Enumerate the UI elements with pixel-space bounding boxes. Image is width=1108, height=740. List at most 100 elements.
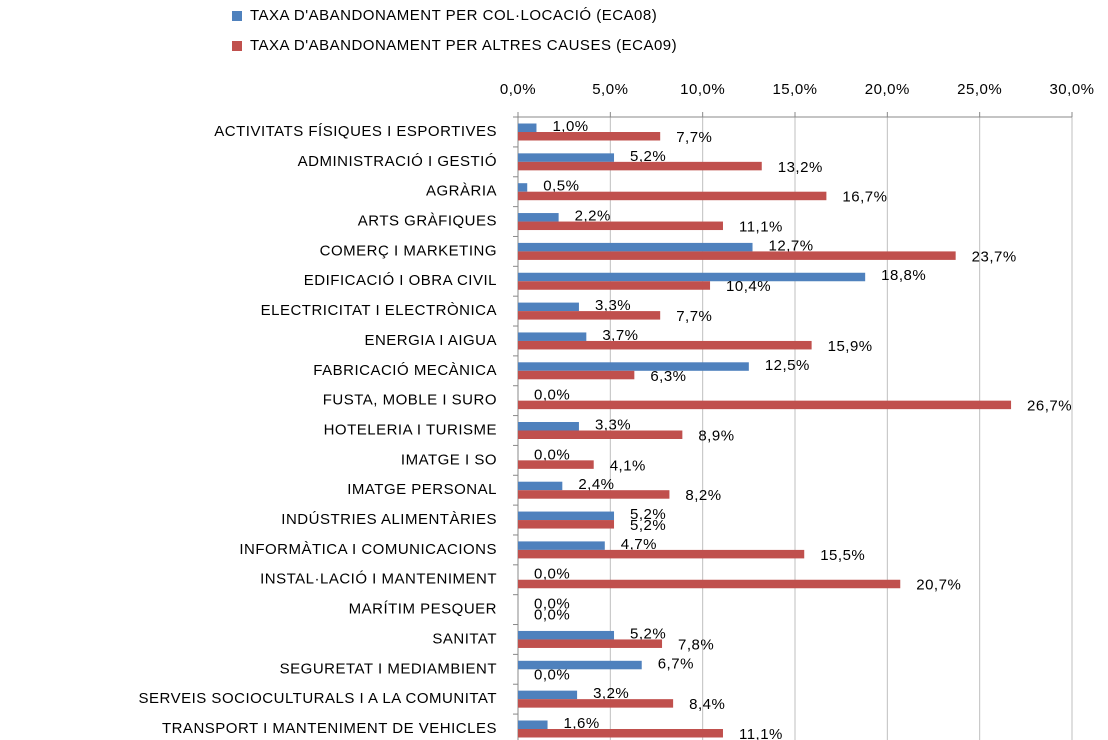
value-label: 13,2%	[778, 159, 823, 176]
category-label: EDIFICACIÓ I OBRA CIVIL	[304, 272, 497, 289]
bar	[518, 281, 711, 290]
bar	[518, 311, 661, 320]
bar	[518, 699, 674, 708]
value-label: 5,2%	[630, 517, 666, 534]
category-label: IMATGE PERSONAL	[347, 481, 497, 498]
x-tick-label: 5,0%	[592, 81, 628, 98]
bar	[518, 720, 548, 729]
value-label: 0,0%	[534, 596, 570, 613]
bar	[518, 242, 753, 252]
legend-swatch	[232, 41, 242, 51]
value-label: 20,7%	[916, 577, 961, 594]
value-label: 2,2%	[575, 208, 611, 225]
value-label: 1,6%	[564, 715, 600, 732]
category-label: SANITAT	[432, 630, 497, 647]
value-label: 4,7%	[621, 536, 657, 553]
category-label: IMATGE I SO	[401, 451, 497, 468]
bar	[518, 340, 812, 350]
value-label: 15,5%	[820, 547, 865, 564]
bar	[518, 430, 683, 439]
bar	[518, 123, 537, 132]
legend-swatch	[232, 11, 242, 21]
value-label: 0,0%	[534, 566, 570, 583]
value-label: 26,7%	[1027, 398, 1072, 415]
bar	[518, 520, 615, 529]
value-label: 16,7%	[842, 189, 887, 206]
bar	[518, 422, 579, 431]
bar	[518, 183, 528, 192]
bar	[518, 132, 661, 141]
value-label: 4,1%	[610, 457, 646, 474]
bar	[518, 302, 579, 312]
category-label: MARÍTIM PESQUER	[349, 601, 497, 618]
bar	[518, 332, 587, 341]
bar	[518, 362, 749, 371]
bar	[518, 191, 827, 201]
bar	[518, 541, 605, 550]
legend-label: TAXA D'ABANDONAMENT PER COL·LOCACIÓ (ECA…	[250, 7, 657, 24]
value-label: 3,3%	[595, 297, 631, 314]
category-label: ACTIVITATS FÍSIQUES I ESPORTIVES	[214, 123, 497, 140]
x-tick-label: 20,0%	[865, 81, 910, 98]
value-label: 0,0%	[534, 446, 570, 463]
bar	[518, 251, 956, 260]
bar	[518, 481, 563, 491]
value-label: 2,4%	[578, 476, 614, 493]
x-tick-label: 0,0%	[500, 81, 536, 98]
category-label: INDÚSTRIES ALIMENTÀRIES	[281, 511, 497, 528]
value-label: 3,2%	[593, 685, 629, 702]
value-label: 11,1%	[739, 726, 783, 740]
bar	[518, 660, 642, 670]
value-label: 8,4%	[689, 696, 725, 713]
bar	[518, 690, 578, 700]
bar	[518, 511, 615, 521]
category-label: ARTS GRÀFIQUES	[358, 213, 497, 230]
value-label: 7,8%	[678, 636, 714, 653]
bar	[518, 400, 1012, 410]
value-label: 1,0%	[552, 118, 588, 135]
value-label: 5,2%	[630, 625, 666, 642]
bar	[518, 153, 615, 162]
value-label: 0,0%	[534, 666, 570, 683]
value-label: 12,5%	[765, 357, 810, 374]
value-label: 6,7%	[658, 655, 694, 672]
value-label: 18,8%	[881, 267, 926, 284]
value-label: 8,9%	[698, 427, 734, 444]
x-tick-label: 25,0%	[957, 81, 1002, 98]
value-label: 7,7%	[676, 129, 712, 146]
legend-label: TAXA D'ABANDONAMENT PER ALTRES CAUSES (E…	[250, 37, 677, 54]
bar	[518, 221, 723, 231]
category-label: SEGURETAT I MEDIAMBIENT	[280, 660, 497, 677]
value-label: 3,3%	[595, 416, 631, 433]
value-label: 0,0%	[534, 607, 570, 624]
value-label: 8,2%	[685, 487, 721, 504]
category-label: COMERÇ I MARKETING	[320, 242, 497, 259]
category-label: ADMINISTRACIÓ I GESTIÓ	[298, 153, 497, 170]
value-label: 10,4%	[726, 278, 771, 295]
value-label: 7,7%	[676, 308, 712, 325]
category-label: INFORMÀTICA I COMUNICACIONS	[239, 541, 497, 558]
bar	[518, 630, 615, 640]
value-label: 23,7%	[972, 248, 1017, 265]
value-label: 12,7%	[769, 237, 814, 254]
value-label: 0,0%	[534, 387, 570, 404]
x-tick-label: 30,0%	[1049, 81, 1094, 98]
category-label: ELECTRICITAT I ELECTRÒNICA	[261, 302, 497, 319]
value-label: 5,2%	[630, 506, 666, 523]
value-label: 3,7%	[602, 327, 638, 344]
value-label: 6,3%	[650, 368, 686, 385]
category-label: TRANSPORT I MANTENIMENT DE VEHICLES	[162, 720, 497, 737]
bar	[518, 490, 670, 499]
value-label: 11,1%	[739, 219, 783, 236]
category-label: SERVEIS SOCIOCULTURALS I A LA COMUNITAT	[139, 690, 497, 707]
category-label: HOTELERIA I TURISME	[324, 421, 497, 438]
category-label: ENERGIA I AIGUA	[364, 332, 497, 349]
bar	[518, 549, 805, 559]
bar	[518, 729, 723, 738]
x-tick-label: 10,0%	[680, 81, 725, 98]
bar	[518, 272, 866, 282]
category-label: FUSTA, MOBLE I SURO	[323, 392, 497, 409]
bar	[518, 460, 594, 469]
category-label: AGRÀRIA	[426, 183, 497, 200]
